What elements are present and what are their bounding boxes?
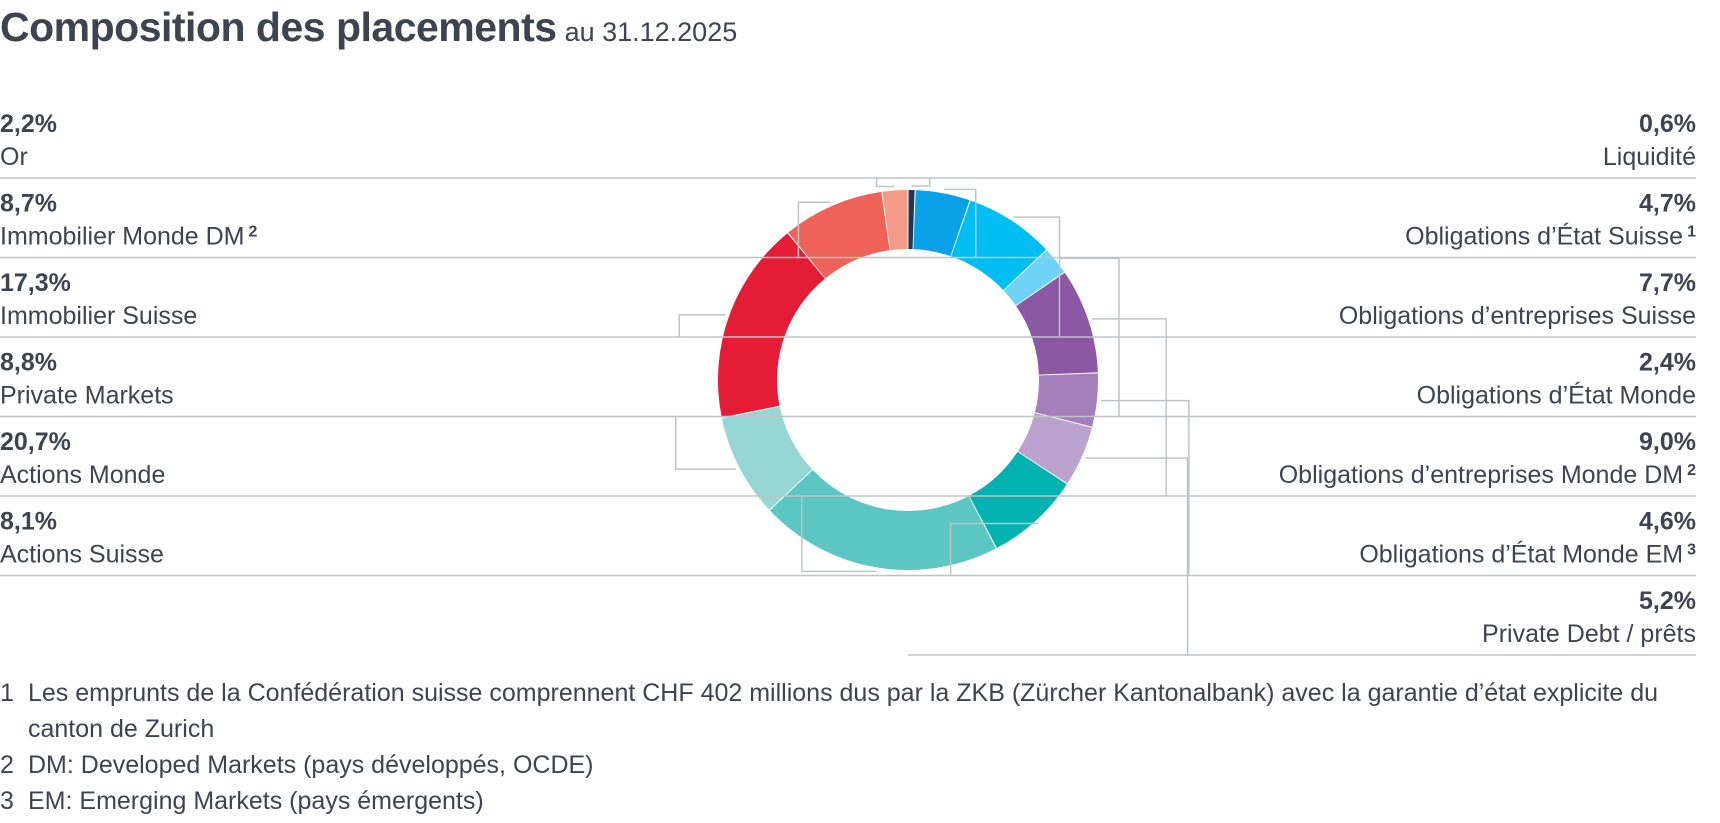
footnote-2: 2 DM: Developed Markets (pays développés… xyxy=(0,747,1720,783)
slice-obligations-d-entreprises-monde-dm xyxy=(1016,272,1098,375)
slice-label: Or xyxy=(0,143,28,171)
slice-label: Obligations d’État Suisse 1 xyxy=(1405,222,1696,251)
slice-value: 4,6% xyxy=(1639,508,1696,536)
footnote-text: Les emprunts de la Confédération suisse … xyxy=(28,679,1659,743)
slice-value: 4,7% xyxy=(1639,190,1696,218)
slice-immobilier-monde-dm xyxy=(788,191,890,279)
slice-value: 20,7% xyxy=(0,428,71,456)
chart-title: Composition des placements xyxy=(0,4,557,50)
label-obligations-d-entreprises-suisse: 7,7% Obligations d’entreprises Suisse xyxy=(908,216,1696,338)
slice-obligations-d-etat-suisse xyxy=(913,190,970,257)
slice-or xyxy=(882,190,908,251)
footnote-text: EM: Emerging Markets (pays émergents) xyxy=(28,787,484,815)
slice-liquidite xyxy=(908,190,915,250)
slice-label: Actions Monde xyxy=(0,461,165,489)
footnote-number: 1 xyxy=(0,679,14,707)
slice-label: Obligations d’État Monde EM 3 xyxy=(1359,540,1696,569)
leader-line xyxy=(875,178,895,188)
slice-obligations-d-entreprises-suisse xyxy=(951,200,1047,291)
slice-value: 5,2% xyxy=(1639,587,1696,615)
chart-subtitle: au 31.12.2025 xyxy=(564,17,738,47)
label-obligations-d-etat-monde: 2,4% Obligations d’État Monde xyxy=(908,257,1696,418)
leader-line xyxy=(1085,457,1189,655)
footnote-1: 1 Les emprunts de la Confédération suiss… xyxy=(0,675,1720,747)
slice-immobilier-suisse xyxy=(718,233,825,418)
footnote-text: DM: Developed Markets (pays développés, … xyxy=(28,751,594,779)
slice-value: 8,1% xyxy=(0,508,57,536)
label-obligations-d-entreprises-monde-dm: 9,0% Obligations d’entreprises Monde DM 2 xyxy=(908,318,1696,497)
leader-line xyxy=(674,416,736,470)
leader-line xyxy=(911,178,931,187)
slice-value: 0,6% xyxy=(1639,110,1696,138)
slice-label: Obligations d’entreprises Monde DM 2 xyxy=(1279,461,1696,489)
slice-value: 9,0% xyxy=(1639,428,1696,456)
leader-line xyxy=(1100,399,1190,576)
slice-value: 8,8% xyxy=(0,349,57,377)
label-or: 2,2% Or xyxy=(0,110,908,188)
donut-chart: 0,6% Liquidité 4,7% Obligations d’État Suis… xyxy=(0,110,1696,656)
leader-line xyxy=(801,496,876,573)
label-actions-monde: 20,7% Actions Monde xyxy=(0,428,908,573)
slice-label: Private Debt / prêts xyxy=(1482,620,1696,648)
slice-label: Actions Suisse xyxy=(0,541,164,569)
label-private-markets: 8,8% Private Markets xyxy=(0,349,908,470)
slice-label: Liquidité xyxy=(1603,143,1696,171)
slice-label: Immobilier Monde DM 2 xyxy=(0,223,258,251)
leader-line xyxy=(943,188,977,258)
label-immobilier-suisse: 17,3% Immobilier Suisse xyxy=(0,269,908,338)
slice-value: 17,3% xyxy=(0,269,71,297)
slice-label: Private Markets xyxy=(0,382,174,410)
footnotes: 1 Les emprunts de la Confédération suiss… xyxy=(0,675,1720,819)
slice-value: 7,7% xyxy=(1639,269,1696,297)
label-immobilier-monde-dm: 8,7% Immobilier Monde DM 2 xyxy=(0,190,908,259)
slice-label: Obligations d’entreprises Suisse xyxy=(1339,302,1696,330)
label-obligations-d-etat-monde-em: 4,6% Obligations d’État Monde EM 3 xyxy=(908,399,1696,577)
slice-value: 8,7% xyxy=(0,190,57,218)
leader-line xyxy=(1013,216,1061,337)
footnote-number: 3 xyxy=(0,787,14,815)
footnote-number: 2 xyxy=(0,751,14,779)
chart-header: Composition des placements au 31.12.2025 xyxy=(0,4,737,51)
leader-line xyxy=(949,522,1039,576)
leader-line xyxy=(678,314,726,337)
slice-obligations-d-etat-monde xyxy=(1003,250,1065,306)
leader-line xyxy=(1092,318,1167,496)
slice-private-debt-prets xyxy=(1017,412,1092,484)
slice-private-markets xyxy=(721,406,813,510)
footnote-3: 3 EM: Emerging Markets (pays émergents) xyxy=(0,783,1720,819)
slice-actions-monde xyxy=(769,469,996,570)
label-liquidite: 0,6% Liquidité xyxy=(908,110,1696,187)
slice-obligations-d-etat-monde-em xyxy=(1034,373,1098,427)
slice-label: Obligations d’État Monde xyxy=(1417,381,1696,410)
slice-label: Immobilier Suisse xyxy=(0,302,197,330)
leader-line xyxy=(1059,257,1120,417)
label-actions-suisse: 8,1% Actions Suisse xyxy=(0,508,1039,577)
slice-value: 2,2% xyxy=(0,110,57,138)
label-obligations-d-etat-suisse: 4,7% Obligations d’État Suisse 1 xyxy=(908,188,1696,259)
slice-value: 2,4% xyxy=(1639,349,1696,377)
label-private-debt-prets: 5,2% Private Debt / prêts xyxy=(908,457,1696,656)
leader-line xyxy=(797,201,831,258)
